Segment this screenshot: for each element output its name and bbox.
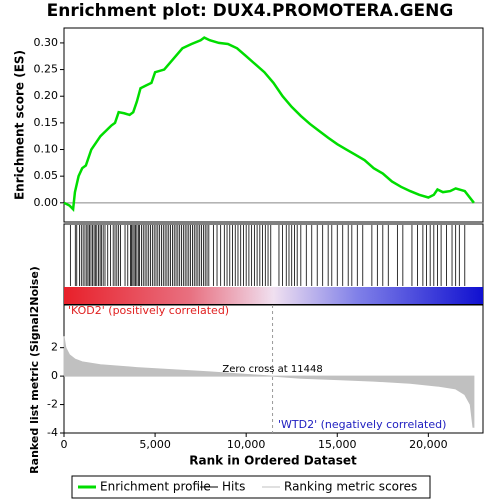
metric-area <box>63 336 475 428</box>
es-panel <box>63 27 484 223</box>
y-tick-label: 0.20 <box>34 89 59 102</box>
y-tick-label: 0.10 <box>34 143 59 156</box>
x-tick-label: 0 <box>61 438 68 451</box>
neg-label: 'WTD2' (negatively correlated) <box>278 418 446 431</box>
x-label: Rank in Ordered Dataset <box>189 454 357 468</box>
y-tick-label: -2 <box>47 398 58 411</box>
y-tick-label: 0.30 <box>34 36 59 49</box>
y-tick-label: 0.05 <box>34 169 59 182</box>
metric-y-label: Ranked list metric (Signal2Noise) <box>28 266 41 474</box>
x-tick-label: 20,000 <box>409 438 448 451</box>
pos-label: 'KOD2' (positively correlated) <box>68 304 229 317</box>
y-tick-label: 2 <box>51 341 58 354</box>
color-bar <box>64 287 483 304</box>
x-tick-label: 5,000 <box>139 438 171 451</box>
x-tick-label: 10,000 <box>227 438 266 451</box>
y-tick-label: 0.00 <box>34 196 59 209</box>
legend-label: Enrichment profile <box>100 480 211 494</box>
chart-title: Enrichment plot: DUX4.PROMOTERA.GENG <box>47 1 454 21</box>
y-tick-label: -4 <box>47 426 58 439</box>
y-tick-label: 0.15 <box>34 116 59 129</box>
es-line <box>63 36 475 212</box>
y-tick-label: 0.25 <box>34 63 59 76</box>
zero-cross-label: Zero cross at 11448 <box>222 364 322 375</box>
legend <box>71 475 431 499</box>
legend-label: Hits <box>222 480 245 494</box>
y-tick-label: 0 <box>51 369 58 382</box>
x-tick-label: 15,000 <box>318 438 357 451</box>
es-y-label: Enrichment score (ES) <box>13 50 27 200</box>
legend-label: Ranking metric scores <box>284 480 417 494</box>
